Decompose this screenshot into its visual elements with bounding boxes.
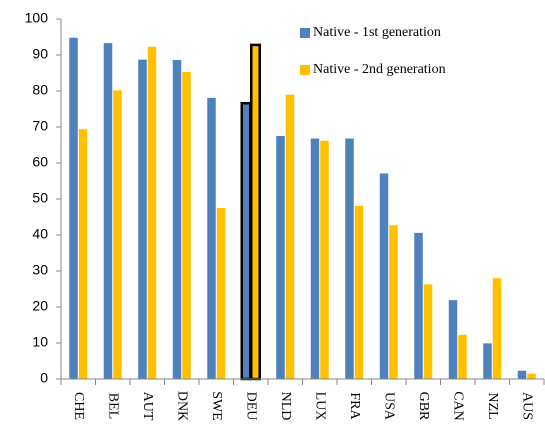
y-tick-label: 70 — [32, 118, 48, 134]
x-tick-label: NZL — [485, 392, 500, 419]
x-tick-label: USA — [382, 392, 397, 421]
bar — [78, 129, 88, 379]
legend-swatch — [300, 65, 310, 75]
bar — [69, 37, 78, 379]
bar — [182, 71, 191, 380]
x-tick-label: AUS — [520, 392, 535, 420]
bar — [414, 232, 423, 379]
bar — [320, 140, 329, 379]
bar — [458, 334, 467, 379]
bar — [113, 90, 122, 379]
bar — [492, 278, 502, 379]
bar — [389, 225, 398, 379]
y-tick-label: 90 — [32, 46, 48, 62]
bar — [517, 370, 527, 379]
x-tick-label: CHE — [71, 392, 86, 420]
bar — [345, 138, 354, 379]
x-tick-label: DNK — [175, 391, 190, 421]
y-tick-label: 40 — [32, 226, 48, 242]
x-tick-label: AUT — [140, 392, 155, 421]
bar — [240, 101, 252, 381]
x-tick-label: FRA — [347, 392, 362, 420]
bar — [310, 138, 320, 379]
bar — [172, 60, 182, 379]
bar — [147, 46, 157, 379]
bar — [423, 284, 433, 379]
bar — [250, 43, 261, 381]
legend-label: Native - 2nd generation — [313, 62, 446, 77]
bar — [448, 300, 458, 379]
x-tick-label: LUX — [313, 392, 328, 421]
bar — [103, 43, 113, 380]
bar — [207, 97, 216, 379]
bar — [216, 208, 226, 379]
y-tick-label: 80 — [32, 82, 48, 98]
bar — [483, 343, 492, 379]
bar — [285, 94, 295, 379]
bar — [527, 373, 536, 379]
x-tick-label: NLD — [278, 392, 293, 421]
bar — [138, 59, 147, 380]
bar — [276, 136, 285, 379]
bar — [379, 173, 389, 379]
y-tick-label: 10 — [32, 334, 48, 350]
x-tick-label: SWE — [209, 391, 224, 421]
legend-label: Native - 1st generation — [313, 25, 441, 40]
x-tick-label: CAN — [451, 391, 466, 421]
x-tick-label: GBR — [416, 392, 431, 421]
legend-swatch — [300, 28, 310, 38]
y-tick-label: 0 — [40, 370, 48, 386]
y-tick-label: 50 — [32, 190, 48, 206]
y-tick-label: 30 — [32, 262, 48, 278]
x-tick-label: BEL — [106, 393, 121, 419]
y-tick-label: 60 — [32, 154, 48, 170]
x-tick-label: DEU — [244, 392, 259, 421]
y-tick-label: 100 — [25, 10, 49, 26]
y-tick-label: 20 — [32, 298, 48, 314]
bar — [354, 205, 364, 379]
